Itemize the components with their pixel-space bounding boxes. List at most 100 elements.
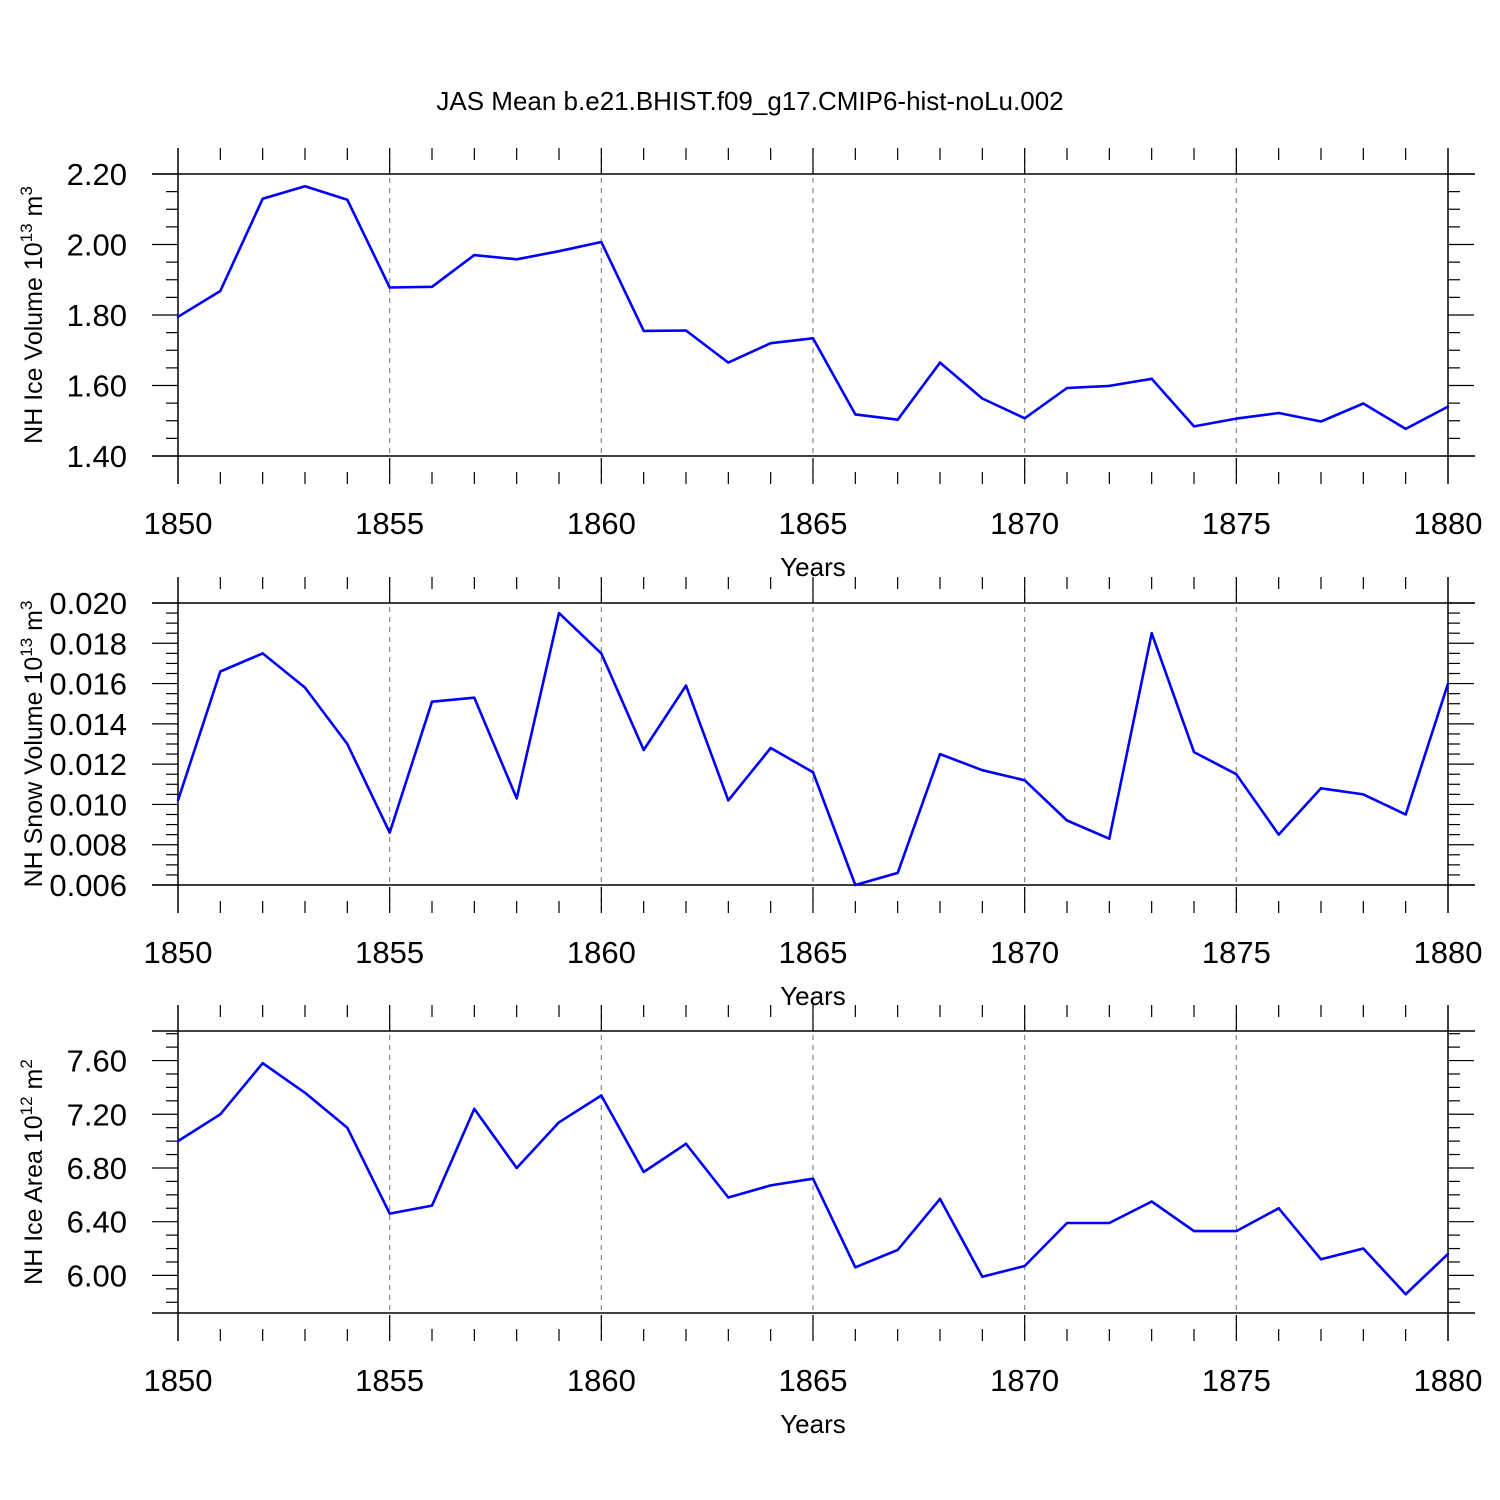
y-tick-label: 6.40 <box>67 1205 127 1240</box>
data-point <box>600 1094 603 1097</box>
x-tick-label: 1870 <box>990 935 1059 970</box>
data-point <box>303 185 307 188</box>
x-tick-label: 1880 <box>1414 506 1483 541</box>
data-point <box>769 342 772 345</box>
y-axis-label-exp: 12 <box>17 1096 36 1115</box>
data-point <box>896 871 899 875</box>
data-point <box>346 742 349 746</box>
x-tick-label: 1865 <box>779 1363 848 1398</box>
data-point <box>896 1248 899 1252</box>
data-point <box>176 315 180 318</box>
y-tick-label: 1.60 <box>67 369 127 404</box>
data-point <box>727 1196 730 1199</box>
data-point <box>769 746 772 750</box>
y-tick-label: 2.00 <box>67 228 127 263</box>
data-point <box>981 768 984 772</box>
y-axis-label: NH Ice Volume 1013 m3 <box>17 186 48 444</box>
data-point <box>1108 384 1111 388</box>
data-point <box>557 249 561 253</box>
data-point <box>938 361 942 364</box>
y-axis-label-unit: m <box>20 1069 48 1097</box>
data-point <box>515 1166 518 1170</box>
y-tick-label: 7.60 <box>67 1044 127 1079</box>
y-axis-label-main: NH Snow Volume 10 <box>20 657 48 888</box>
y-tick-label: 0.014 <box>49 707 127 742</box>
x-tick-label: 1855 <box>355 935 424 970</box>
y-axis-label-exp: 13 <box>17 638 36 657</box>
data-point <box>642 748 645 752</box>
y-tick-label: 6.00 <box>67 1258 127 1293</box>
data-point <box>769 1184 772 1187</box>
y-tick-label: 0.016 <box>49 667 127 702</box>
data-point <box>811 771 815 774</box>
data-point <box>515 258 518 261</box>
data-point <box>515 797 518 800</box>
x-tick-label: 1865 <box>779 935 848 970</box>
data-point <box>430 285 434 288</box>
y-axis-label-unit: m <box>20 610 48 638</box>
y-axis-label-unit-exp: 2 <box>17 1059 36 1068</box>
data-point <box>981 397 984 400</box>
data-point <box>303 686 307 689</box>
data-point <box>261 652 264 655</box>
data-point <box>1150 632 1153 635</box>
data-point <box>1108 837 1111 840</box>
data-point <box>473 696 476 699</box>
data-point <box>642 1170 645 1174</box>
data-point <box>1023 1264 1026 1268</box>
x-tick-label: 1850 <box>144 506 213 541</box>
data-point <box>1362 402 1365 405</box>
data-point <box>600 652 603 655</box>
y-axis-label: NH Ice Area 1012 m2 <box>17 1059 48 1285</box>
data-point <box>727 361 730 364</box>
data-point <box>219 1113 222 1116</box>
data-point <box>388 1212 391 1215</box>
data-point <box>1023 417 1026 420</box>
data-point <box>684 1142 688 1146</box>
y-tick-label: 2.20 <box>67 157 127 192</box>
data-point <box>1192 425 1196 428</box>
x-tick-label: 1860 <box>567 506 636 541</box>
x-tick-label: 1870 <box>990 506 1059 541</box>
data-point <box>1446 682 1450 685</box>
x-tick-label: 1860 <box>567 1363 636 1398</box>
data-point <box>938 1197 942 1201</box>
y-tick-label: 0.020 <box>49 586 127 621</box>
y-tick-label: 6.80 <box>67 1151 127 1186</box>
data-point <box>1192 1229 1196 1233</box>
data-point <box>388 831 391 834</box>
data-point <box>176 799 180 802</box>
y-axis-label-unit: m <box>20 196 48 224</box>
data-point <box>1446 1252 1450 1256</box>
data-point <box>346 198 349 201</box>
chart-title: JAS Mean b.e21.BHIST.f09_g17.CMIP6-hist-… <box>436 86 1063 116</box>
data-point <box>981 1275 984 1278</box>
data-point <box>219 670 222 673</box>
data-point <box>1023 779 1026 782</box>
data-point <box>1404 1293 1407 1296</box>
y-axis-label: NH Snow Volume 1013 m3 <box>17 601 48 888</box>
panels: 1.40 1.60 1.80 2.00 2.20 1850 1855 1860 1865 1870… <box>17 148 1482 1439</box>
data-point <box>430 700 434 703</box>
x-tick-label: 1850 <box>144 935 213 970</box>
y-tick-label: 0.018 <box>49 626 127 661</box>
data-point <box>1446 405 1450 408</box>
data-point <box>938 752 942 756</box>
x-tick-label: 1855 <box>355 506 424 541</box>
x-axis-label: Years <box>780 1409 846 1439</box>
data-point <box>896 418 899 421</box>
y-axis-label-main: NH Ice Volume 10 <box>20 242 48 444</box>
data-point <box>473 1107 476 1111</box>
x-tick-label: 1875 <box>1202 935 1271 970</box>
x-tick-label: 1855 <box>355 1363 424 1398</box>
x-tick-label: 1875 <box>1202 506 1271 541</box>
data-point <box>1277 833 1280 836</box>
data-point <box>811 337 815 340</box>
data-point <box>1319 420 1323 423</box>
data-point <box>811 1177 815 1180</box>
y-axis-label-exp: 13 <box>17 223 36 242</box>
data-point <box>1404 427 1407 431</box>
panel-2: 0.006 0.008 0.010 0.012 0.014 0.016 0.018 0.020… <box>17 577 1482 1011</box>
data-point <box>176 1139 180 1143</box>
